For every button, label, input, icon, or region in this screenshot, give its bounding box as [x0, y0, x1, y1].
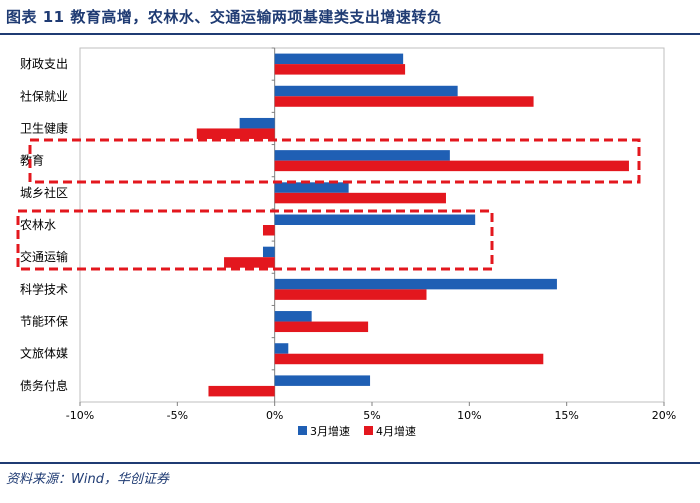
source-divider: [0, 462, 700, 464]
category-label: 教育: [20, 153, 44, 168]
category-label: 节能环保: [20, 315, 68, 329]
bar-march-11: [274, 375, 371, 386]
x-tick-label: -5%: [167, 409, 188, 422]
bar-march-10: [274, 343, 289, 354]
bar-april-7: [224, 257, 275, 268]
bar-april-11: [208, 385, 275, 397]
highlight-box-1: [28, 138, 641, 184]
category-label: 农林水: [20, 218, 56, 232]
bar-march-4: [274, 150, 450, 161]
category-label: 交通运输: [20, 249, 68, 264]
x-tick-label: 5%: [363, 409, 380, 422]
bar-april-2: [274, 96, 534, 107]
x-tick-label: 15%: [554, 409, 578, 422]
legend-label-march: 3月增速: [310, 424, 350, 438]
title-divider: [0, 33, 700, 35]
bar-march-3: [239, 117, 275, 129]
category-label: 财政支出: [20, 57, 68, 71]
category-label: 科学技术: [20, 281, 68, 296]
bar-april-10: [274, 353, 544, 365]
bar-march-9: [274, 311, 312, 322]
category-label: 卫生健康: [20, 120, 68, 135]
chart-title: 图表 11 教育高增，农林水、交通运输两项基建类支出增速转负: [6, 8, 443, 26]
bar-march-1: [274, 53, 404, 65]
bar-march-7: [262, 246, 275, 258]
bar-april-4: [274, 160, 629, 172]
category-label: 城乡社区: [20, 185, 68, 200]
bar-march-5: [274, 182, 349, 193]
legend-swatch-march: [298, 426, 307, 435]
x-tick-label: 0%: [266, 409, 283, 422]
source-note: 资料来源：Wind，华创证券: [6, 472, 169, 487]
bar-april-6: [262, 225, 275, 236]
bar-april-3: [196, 128, 275, 139]
legend-swatch-april: [364, 426, 373, 435]
category-label: 文旅体媒: [20, 346, 68, 361]
bar-april-9: [274, 321, 369, 333]
x-tick-label: 20%: [652, 409, 676, 422]
bar-april-5: [274, 192, 446, 204]
x-tick-label: -10%: [66, 409, 94, 422]
bar-march-6: [274, 214, 476, 225]
bar-march-2: [274, 85, 458, 97]
bar-chart: 财政支出社保就业卫生健康教育城乡社区农林水交通运输科学技术节能环保文旅体媒债务付…: [16, 47, 676, 438]
title-bar: 图表 11 教育高增，农林水、交通运输两项基建类支出增速转负: [0, 0, 700, 35]
bar-april-8: [274, 289, 427, 300]
category-label: 社保就业: [20, 88, 68, 103]
x-tick-label: 10%: [457, 409, 481, 422]
bar-april-1: [274, 64, 406, 75]
category-label: 债务付息: [20, 378, 68, 393]
legend-label-april: 4月增速: [376, 424, 416, 438]
bar-march-8: [274, 278, 557, 290]
